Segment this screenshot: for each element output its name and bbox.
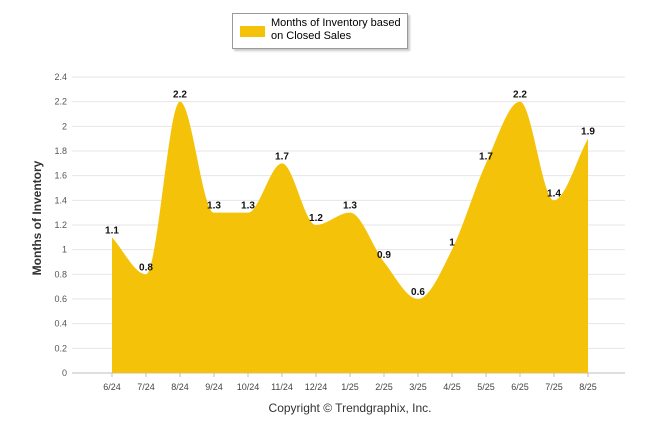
legend-swatch <box>240 26 265 37</box>
x-tick-label: 8/24 <box>171 382 189 392</box>
y-tick-label: 1.8 <box>54 146 67 156</box>
x-tick-label: 9/24 <box>205 382 223 392</box>
data-label: 1.3 <box>207 201 221 212</box>
x-tick-label: 11/24 <box>271 382 293 392</box>
y-tick-label: 1 <box>62 245 67 255</box>
data-label: 1.3 <box>241 201 255 212</box>
x-tick-label: 5/25 <box>477 382 495 392</box>
data-label: 1.3 <box>343 201 357 212</box>
data-label: 1.7 <box>479 151 493 162</box>
y-tick-label: 2 <box>62 121 67 131</box>
data-label: 1.7 <box>275 151 289 162</box>
y-tick-label: 0.6 <box>54 294 67 304</box>
y-tick-label: 2.2 <box>54 97 67 107</box>
x-tick-label: 4/25 <box>443 382 461 392</box>
data-labels: 1.1 0.8 2.2 1.3 1.3 1.7 1.2 1.3 0.9 0.6 1 1.7 2.2 1.4… <box>105 90 595 298</box>
legend-label: Months of Inventory based on Closed Sale… <box>271 17 401 42</box>
x-tick-labels: 6/24 7/24 8/24 9/24 10/24 11/24 12/24 1/25 2/25 3… <box>103 373 597 392</box>
x-tick-label: 10/24 <box>237 382 260 392</box>
x-tick-label: 3/25 <box>409 382 427 392</box>
data-label: 1.1 <box>105 225 119 236</box>
data-label: 1.4 <box>547 188 561 199</box>
area-fill <box>112 101 588 374</box>
data-label: 0.6 <box>411 287 425 298</box>
x-tick-label: 2/25 <box>375 382 393 392</box>
x-tick-label: 7/25 <box>545 382 563 392</box>
data-label: 1 <box>449 238 455 249</box>
legend[interactable]: Months of Inventory based on Closed Sale… <box>232 13 408 49</box>
data-label: 2.2 <box>173 90 187 101</box>
x-tick-label: 6/25 <box>511 382 529 392</box>
y-tick-label: 0.2 <box>54 343 67 353</box>
data-label: 1.9 <box>581 127 595 138</box>
data-label: 0.8 <box>139 262 153 273</box>
y-axis-label: Months of Inventory <box>30 160 44 276</box>
data-label: 2.2 <box>513 90 527 101</box>
x-tick-label: 7/24 <box>137 382 155 392</box>
data-label: 1.2 <box>309 213 323 224</box>
copyright-footer: Copyright © Trendgraphix, Inc. <box>268 401 432 415</box>
y-tick-label: 1.2 <box>54 220 67 230</box>
x-tick-label: 8/25 <box>579 382 597 392</box>
data-label: 0.9 <box>377 250 391 261</box>
area-series <box>112 101 588 374</box>
y-tick-label: 0.4 <box>54 319 67 329</box>
y-tick-label: 2.4 <box>54 72 67 82</box>
x-tick-label: 6/24 <box>103 382 121 392</box>
y-tick-label: 0 <box>62 368 67 378</box>
y-tick-label: 1.4 <box>54 195 67 205</box>
y-tick-label: 1.6 <box>54 171 67 181</box>
y-tick-label: 0.8 <box>54 269 67 279</box>
x-tick-label: 12/24 <box>305 382 328 392</box>
x-tick-label: 1/25 <box>341 382 359 392</box>
y-tick-labels: 0 0.2 0.4 0.6 0.8 1 1.2 1.4 1.6 1.8 2 2.2 2.4 <box>54 72 67 378</box>
